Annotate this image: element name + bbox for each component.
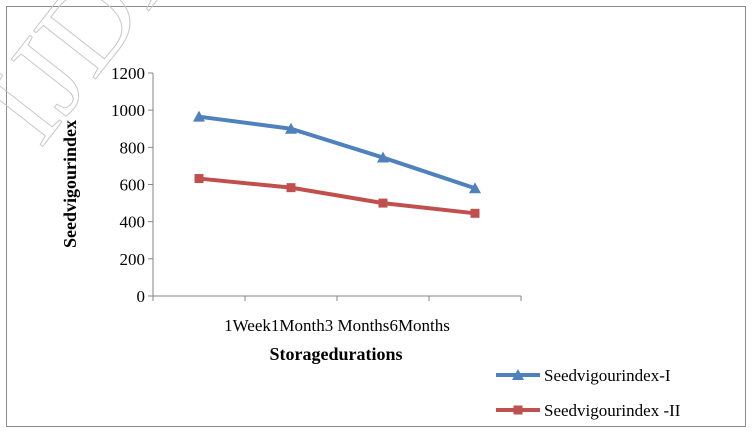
y-tick-label: 1200 [111, 64, 145, 83]
y-axis-title: Seedvigourindex [60, 120, 80, 248]
series-2 [194, 174, 480, 218]
y-tick-labels: 0 200 400 600 800 1000 1200 [111, 64, 145, 306]
data-point [470, 208, 480, 218]
data-point [286, 183, 296, 193]
legend-marker [512, 369, 524, 380]
data-point [378, 198, 388, 208]
y-tick-label: 0 [137, 287, 146, 306]
x-tick-label: 6Months [389, 316, 449, 335]
data-point [377, 151, 389, 163]
data-point [193, 110, 205, 122]
x-tick-label: 1Month [271, 316, 325, 335]
series-line [198, 114, 476, 191]
series-layer [193, 110, 481, 218]
x-tick-label: 1Week [224, 316, 271, 335]
legend: Seedvigourindex-I Seedvigourindex -II [496, 366, 681, 420]
series-line [198, 176, 476, 216]
x-axis-title: Storagedurations [269, 344, 402, 364]
y-tick-label: 600 [120, 176, 146, 195]
legend-item: Seedvigourindex-I [496, 366, 671, 385]
data-point [469, 182, 481, 194]
legend-label: Seedvigourindex-I [544, 366, 671, 385]
legend-item: Seedvigourindex -II [496, 401, 681, 420]
y-tick-label: 200 [120, 250, 146, 269]
x-tick-label: 3 Months [325, 316, 390, 335]
x-tick-labels: 1Week 1Month 3 Months 6Months [224, 316, 450, 335]
axes [148, 72, 522, 301]
y-tick-label: 400 [120, 213, 146, 232]
data-point [194, 174, 204, 184]
y-tick-label: 800 [120, 138, 146, 157]
watermark: IJDE [0, 0, 213, 167]
series-1 [193, 110, 481, 194]
data-point [285, 122, 297, 134]
svg-text:IJDE: IJDE [0, 0, 212, 166]
chart-frame [6, 6, 746, 427]
legend-marker [513, 405, 523, 415]
y-tick-label: 1000 [111, 101, 145, 120]
legend-label: Seedvigourindex -II [544, 401, 681, 420]
